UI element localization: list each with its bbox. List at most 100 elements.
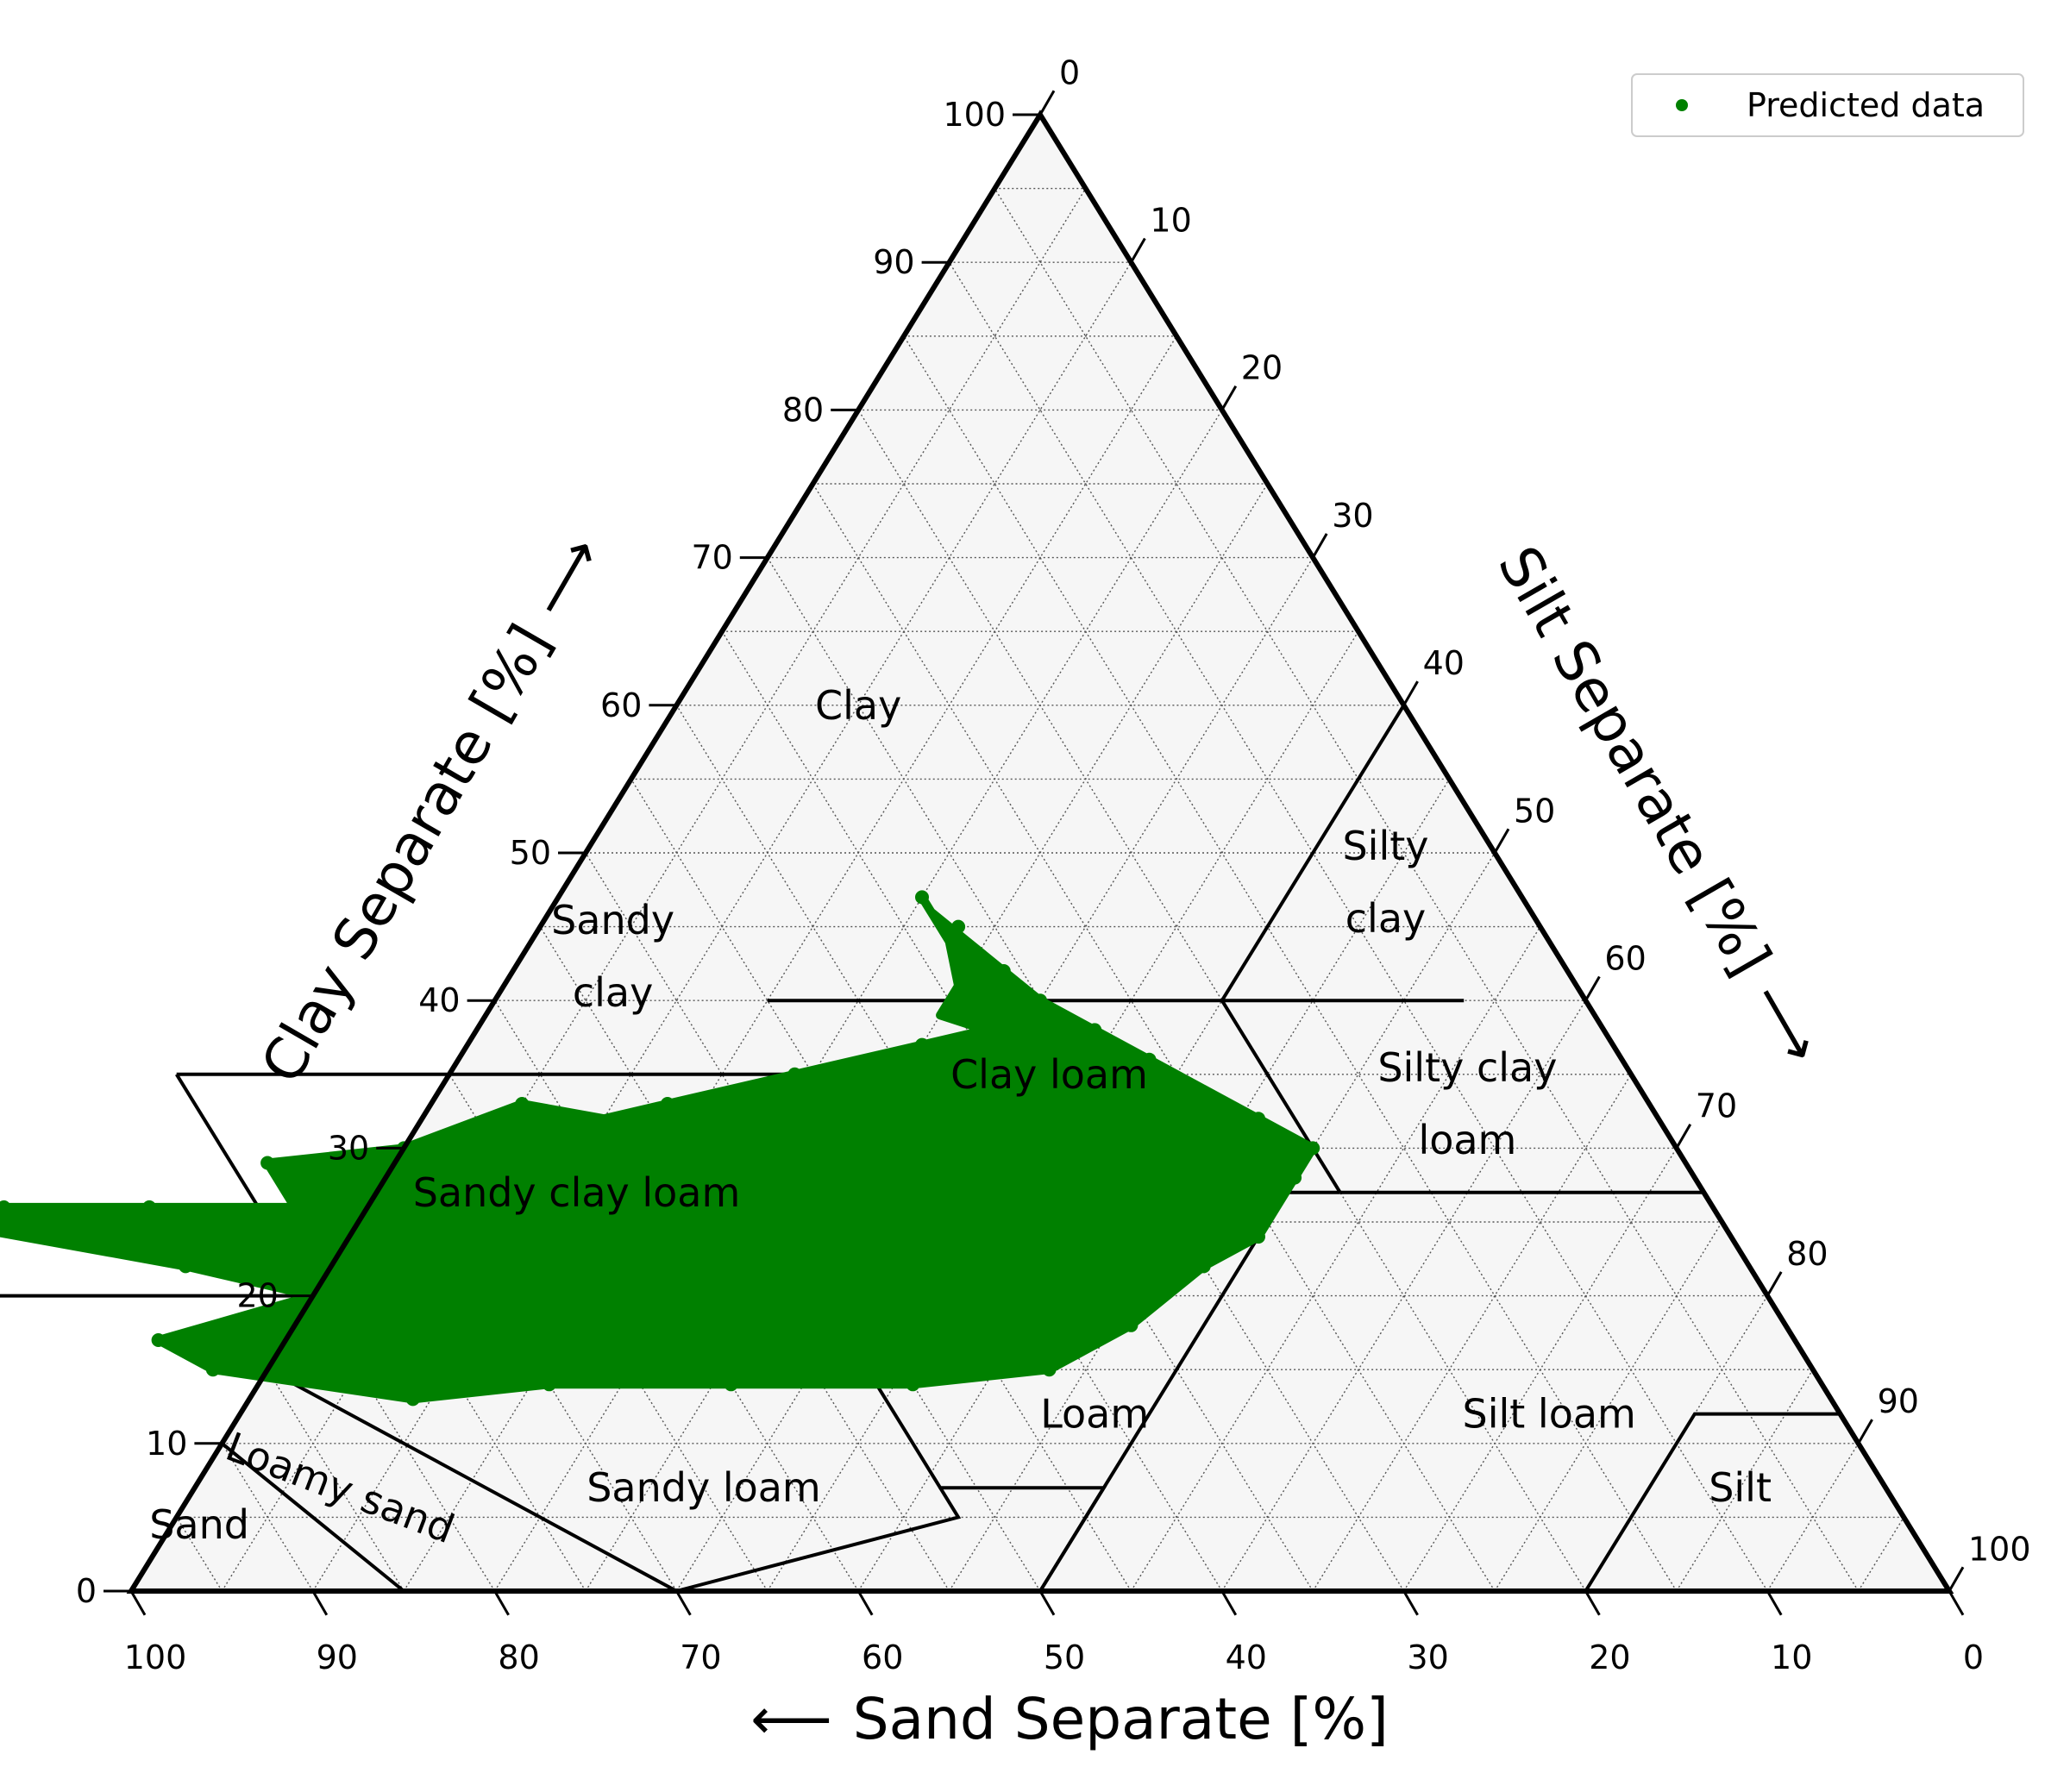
- data-point: [1251, 1112, 1265, 1126]
- legend-box: [1631, 73, 2024, 137]
- silt-tick: [1038, 90, 1056, 116]
- sand-tick: [311, 1590, 329, 1616]
- grid-line: [630, 779, 1132, 1592]
- grid-line: [494, 999, 859, 1592]
- silt-tick-label: 40: [1423, 644, 1465, 682]
- sand-axis-title: ⟵ Sand Separate [%]: [750, 1686, 1389, 1752]
- silt-tick: [1766, 1271, 1783, 1297]
- data-point: [1033, 993, 1047, 1008]
- clay-tick-label: 20: [236, 1277, 278, 1315]
- clay-tick-label: 40: [418, 981, 460, 1019]
- region-label-line: Loam: [1040, 1391, 1149, 1438]
- grid-line: [176, 1517, 223, 1592]
- data-point: [1306, 1141, 1320, 1156]
- clay-tick-label: 60: [600, 686, 642, 724]
- class-boundary-line: [1220, 999, 1342, 1194]
- region-label: Clay loam: [950, 1051, 1148, 1098]
- sand-tick: [1038, 1590, 1056, 1616]
- grid-line: [585, 483, 1269, 1592]
- silt-tick-label: 0: [1059, 53, 1080, 91]
- region-label-line: loam: [1418, 1117, 1516, 1163]
- grid-line: [1221, 999, 1586, 1592]
- clay-tick-label: 80: [782, 391, 824, 429]
- region-label-line: Silt: [1709, 1464, 1772, 1511]
- grid-line: [1766, 1443, 1860, 1592]
- grid-line: [267, 1369, 405, 1592]
- data-point: [179, 1259, 193, 1274]
- data-point: [978, 1023, 993, 1037]
- data-point: [260, 1156, 275, 1170]
- data-point: [915, 1037, 929, 1052]
- data-point: [1251, 1230, 1265, 1244]
- region-label-line: Sandy: [551, 897, 674, 943]
- sand-tick: [1584, 1590, 1601, 1616]
- region-label-line: clay: [1346, 895, 1426, 942]
- silt-tick-label: 70: [1696, 1087, 1737, 1125]
- grid-line: [357, 1221, 586, 1592]
- region-label-line: Sandy clay loam: [413, 1169, 741, 1216]
- silt-tick: [1402, 680, 1419, 706]
- region-label-line: Silty clay: [1377, 1044, 1557, 1091]
- class-boundary-line: [675, 1487, 962, 1593]
- clay-tick-label: 100: [943, 96, 1006, 134]
- sand-tick-label: 50: [1044, 1638, 1085, 1676]
- clay-tick-label: 0: [76, 1572, 97, 1610]
- silt-tick: [1948, 1566, 1965, 1592]
- silt-tick: [1311, 533, 1328, 559]
- data-point: [1042, 1363, 1057, 1377]
- data-point: [660, 1097, 674, 1111]
- grid-line: [857, 410, 1586, 1592]
- sand-tick: [856, 1590, 874, 1616]
- legend-marker: [1676, 99, 1688, 111]
- grid-line: [1494, 1221, 1723, 1592]
- silt-tick-label: 10: [1150, 202, 1191, 240]
- data-point: [405, 1392, 420, 1407]
- grid-line: [221, 1443, 314, 1592]
- sand-tick: [493, 1590, 510, 1616]
- region-label-line: Clay: [815, 682, 901, 729]
- sand-tick-label: 30: [1407, 1638, 1448, 1676]
- sand-tick: [129, 1590, 147, 1616]
- region-label: Silt loam: [1463, 1391, 1636, 1438]
- silt-tick: [1493, 828, 1510, 854]
- sand-tick-label: 0: [1963, 1638, 1984, 1676]
- silt-tick: [1584, 975, 1601, 1001]
- data-point: [205, 1363, 220, 1377]
- region-label: Sand: [149, 1501, 249, 1548]
- grid-line: [494, 410, 1223, 1592]
- data-point: [1288, 1170, 1302, 1185]
- grid-line: [994, 188, 1860, 1592]
- silt-tick: [1220, 385, 1238, 411]
- region-label: Clay: [815, 682, 901, 729]
- data-point: [906, 1377, 920, 1392]
- data-point: [0, 1200, 11, 1214]
- silt-tick: [1130, 237, 1146, 263]
- sand-tick-label: 60: [862, 1638, 903, 1676]
- data-point: [142, 1200, 157, 1214]
- class-boundary-line: [267, 1368, 678, 1593]
- class-boundary-line: [221, 1442, 405, 1593]
- grid-line: [1403, 1148, 1678, 1592]
- silt-tick-label: 90: [1878, 1382, 1919, 1420]
- clay-tick-label: 90: [873, 243, 914, 281]
- region-label-line: Sandy loam: [586, 1464, 821, 1511]
- sand-tick-label: 100: [124, 1638, 187, 1676]
- sand-tick-label: 90: [317, 1638, 358, 1676]
- clay-tick-label: 10: [146, 1425, 187, 1463]
- region-label-line: Sand: [149, 1501, 249, 1548]
- silt-tick-label: 60: [1604, 940, 1646, 978]
- silt-tick-label: 50: [1514, 792, 1555, 830]
- grid-line: [812, 483, 1496, 1592]
- clay-tick-label: 50: [510, 834, 551, 872]
- silt-tick-label: 20: [1241, 349, 1283, 387]
- clay-tick-label: 70: [691, 539, 732, 577]
- region-label: Silty clay loam: [1377, 1044, 1557, 1163]
- data-point: [724, 1377, 738, 1392]
- data-point: [151, 1333, 166, 1347]
- region-label-line: Silty: [1342, 823, 1428, 869]
- silt-tick: [1857, 1419, 1873, 1444]
- data-point: [996, 964, 1011, 978]
- region-label: Sandy clay loam: [413, 1169, 741, 1216]
- sand-tick: [675, 1590, 692, 1616]
